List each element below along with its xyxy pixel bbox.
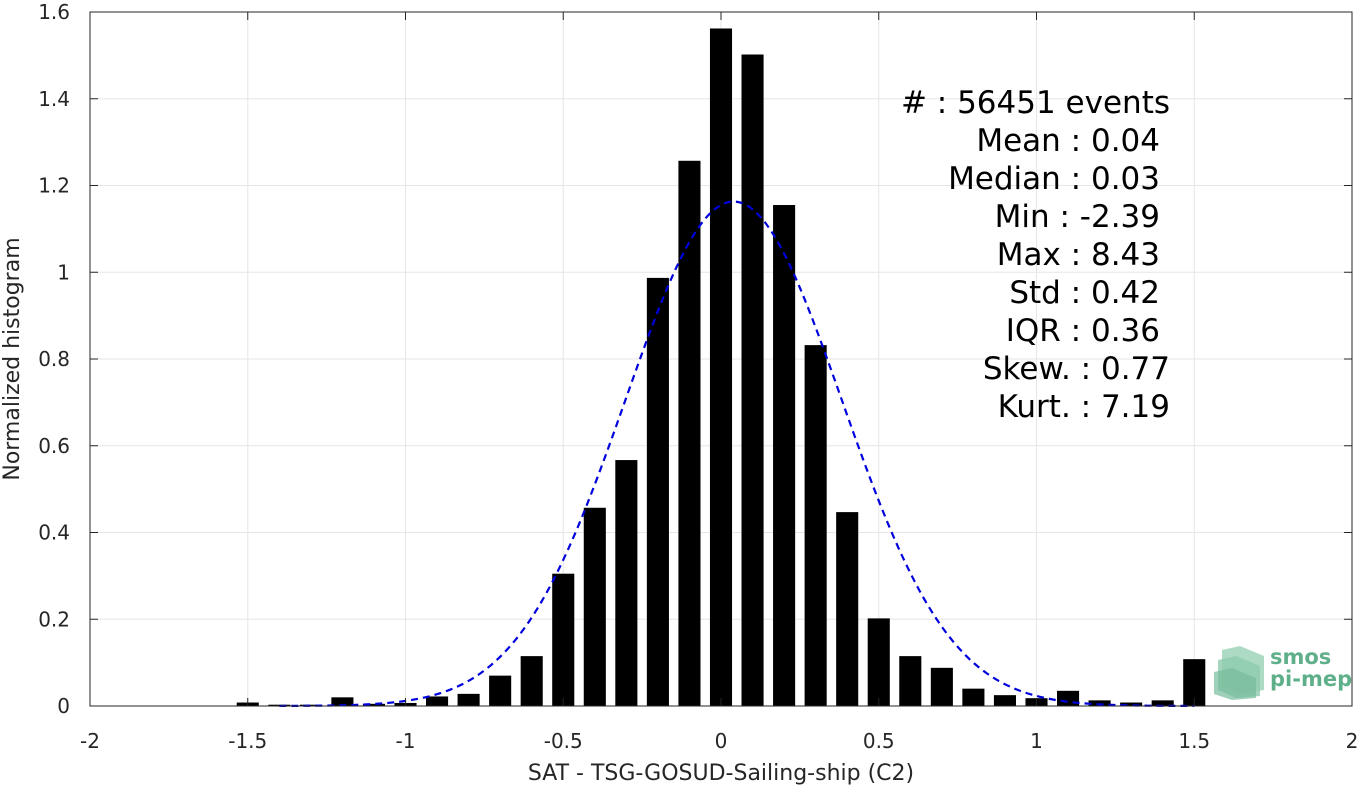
histogram-bar — [299, 704, 322, 706]
gaussian-fit-curve — [279, 200, 1195, 708]
axis-ticks — [89, 11, 1353, 707]
x-tick-label: -1.5 — [228, 729, 267, 753]
histogram-bar — [804, 345, 827, 706]
histogram-bar — [489, 675, 512, 706]
x-tick-label: 0.5 — [863, 729, 895, 753]
x-tick-label: -0.5 — [544, 729, 583, 753]
histogram-bar — [583, 507, 606, 706]
histogram-bar — [426, 696, 449, 706]
y-tick-label: 0.2 — [38, 607, 70, 631]
stats-median: Median : 0.03 — [948, 161, 1160, 197]
histogram-bar — [1183, 659, 1206, 706]
histogram-bar — [899, 656, 922, 706]
histogram-bar — [678, 160, 701, 706]
x-tick-label: 1.5 — [1178, 729, 1210, 753]
x-tick-label: -1 — [396, 729, 416, 753]
x-axis-label: SAT - TSG-GOSUD-Sailing-ship (C2) — [528, 761, 914, 786]
y-tick-label: 1.2 — [38, 174, 70, 198]
histogram-bar — [552, 573, 575, 706]
logo-text-line1: smos — [1270, 645, 1331, 669]
stats-count: # : 56451 events — [901, 85, 1170, 121]
stats-kurt: Kurt. : 7.19 — [998, 389, 1170, 425]
histogram-bar — [362, 703, 385, 706]
x-tick-label: -2 — [80, 729, 100, 753]
histogram-bar — [457, 693, 480, 706]
y-tick-labels: 0 0.2 0.4 0.6 0.8 1 1.2 1.4 1.6 — [38, 0, 70, 718]
histogram-bar — [1057, 690, 1080, 706]
smos-pimep-logo: smos pi-mep — [1214, 645, 1352, 700]
y-tick-label: 0.8 — [38, 347, 70, 371]
histogram-bar — [331, 697, 354, 706]
histogram-bar — [646, 277, 669, 706]
stats-box: # : 56451 events Mean : 0.04 Median : 0.… — [901, 85, 1170, 425]
y-tick-label: 1.4 — [38, 87, 70, 111]
histogram-bar — [836, 512, 859, 706]
histogram-bar — [930, 667, 953, 706]
y-tick-label: 1 — [57, 260, 70, 284]
stats-iqr: IQR : 0.36 — [1006, 313, 1160, 349]
histogram-bar — [615, 460, 638, 706]
histogram-bar — [962, 688, 985, 706]
y-tick-label: 0 — [57, 694, 70, 718]
stats-skew: Skew. : 0.77 — [983, 351, 1170, 387]
stats-min: Min : -2.39 — [995, 199, 1160, 235]
y-tick-label: 0.4 — [38, 521, 70, 545]
histogram-bar — [741, 54, 764, 706]
y-tick-label: 1.6 — [38, 0, 70, 24]
histogram-bar — [709, 28, 733, 707]
x-tick-labels: -2 -1.5 -1 -0.5 0 0.5 1 1.5 2 — [80, 729, 1358, 753]
stats-std: Std : 0.42 — [1009, 275, 1160, 311]
x-tick-label: 1 — [1030, 729, 1043, 753]
logo-mark-icon — [1214, 646, 1264, 700]
histogram-bar — [773, 205, 796, 707]
histogram-bar — [1120, 702, 1143, 706]
histogram-bar — [867, 618, 890, 706]
histogram-bar — [520, 656, 543, 706]
x-tick-label: 0 — [715, 729, 728, 753]
stats-max: Max : 8.43 — [997, 237, 1160, 273]
logo-text-line2: pi-mep — [1270, 667, 1352, 691]
histogram-bar — [1088, 700, 1111, 706]
y-tick-label: 0.6 — [38, 434, 70, 458]
histogram-bar — [1151, 700, 1174, 706]
histogram-bar — [993, 695, 1016, 706]
stats-mean: Mean : 0.04 — [976, 123, 1160, 159]
y-axis-label: Normalized histogram — [0, 237, 25, 480]
x-tick-label: 2 — [1346, 729, 1359, 753]
